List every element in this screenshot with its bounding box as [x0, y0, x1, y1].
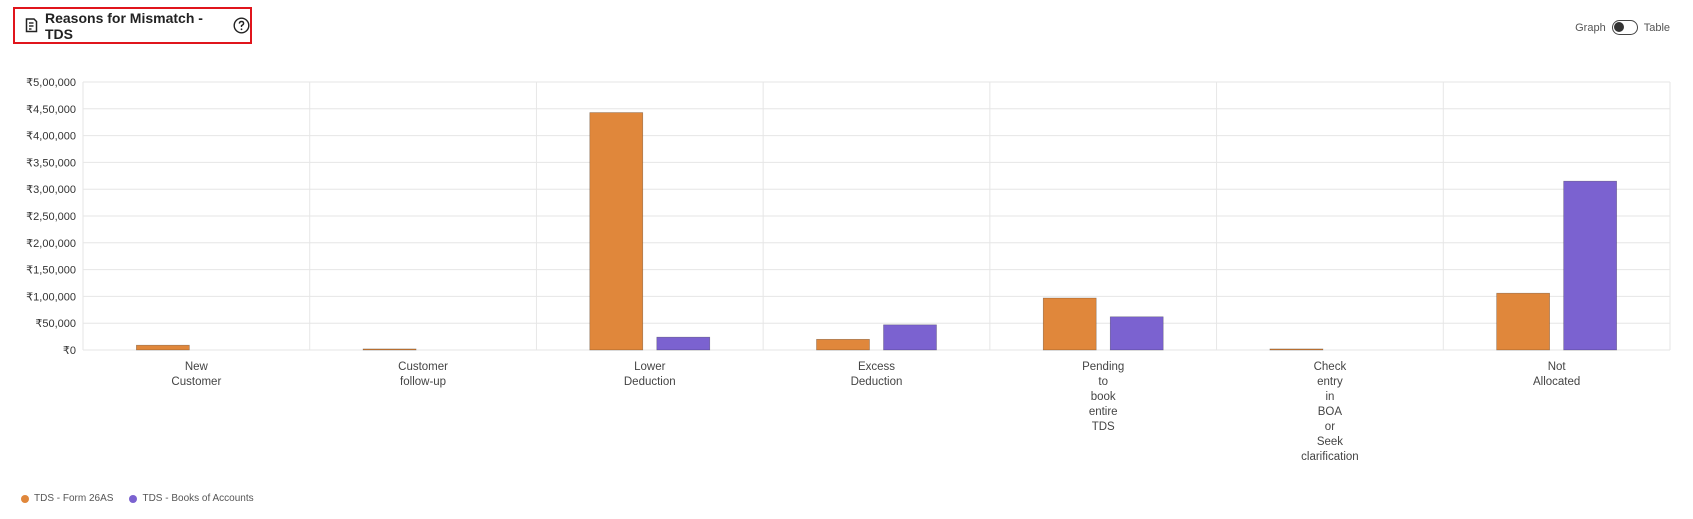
graph-label: Graph — [1575, 21, 1606, 34]
x-tick-label: Check entry in BOA or Seek clarification — [1301, 361, 1359, 463]
legend-item-form-26as[interactable]: TDS - Form 26AS — [21, 493, 113, 504]
x-tick-label: Not Allocated — [1533, 361, 1580, 388]
bar-books-of-accounts[interactable] — [1109, 316, 1164, 351]
page-title: Reasons for Mismatch - TDS — [45, 9, 203, 42]
x-tick-label: Customer follow-up — [398, 361, 448, 388]
table-label: Table — [1643, 21, 1670, 34]
bar-chart: ₹0 ₹50,000 ₹1,00,000 ₹1,50,000 ₹2,00,000 ₹2,5… — [26, 77, 1671, 463]
y-tick-label: ₹4,00,000 — [26, 131, 76, 143]
y-tick-label: ₹3,50,000 — [26, 157, 76, 169]
x-tick-label: Lower Deduction — [624, 361, 676, 388]
graph-table-toggle[interactable] — [1611, 20, 1638, 35]
bar-form-26as[interactable] — [1269, 348, 1324, 351]
bar-form-26as[interactable] — [136, 344, 190, 351]
legend-item-books-of-accounts[interactable]: TDS - Books of Accounts — [129, 493, 254, 504]
chart-title-box: Reasons for Mismatch - TDS — [13, 7, 252, 44]
x-axis-labels: New Customer Customer follow-up Lower Deducti… — [171, 361, 1580, 463]
report-icon — [25, 18, 38, 33]
y-tick-label: ₹1,50,000 — [26, 265, 76, 277]
view-toggle-group: Graph Table — [1575, 20, 1670, 35]
chart-legend: TDS - Form 26AS TDS - Books of Accounts — [21, 493, 254, 504]
y-tick-label: ₹2,50,000 — [26, 211, 76, 223]
bar-form-26as[interactable] — [362, 348, 417, 351]
bar-form-26as[interactable] — [1042, 297, 1097, 351]
y-axis-ticks: ₹0 ₹50,000 ₹1,00,000 ₹1,50,000 ₹2,00,000 ₹2,5… — [26, 77, 76, 357]
toggle-knob — [1613, 22, 1624, 32]
chart-bars — [136, 112, 1617, 351]
bar-books-of-accounts[interactable] — [883, 324, 937, 351]
x-tick-label: Pending to book entire TDS — [1082, 361, 1124, 433]
x-tick-label: New Customer — [171, 361, 221, 388]
help-icon[interactable] — [233, 17, 250, 34]
legend-dot — [129, 494, 138, 503]
y-tick-label: ₹3,00,000 — [26, 184, 76, 196]
y-tick-label: ₹4,50,000 — [26, 104, 76, 116]
legend-label: TDS - Books of Accounts — [142, 493, 254, 504]
legend-dot — [21, 494, 29, 503]
bar-form-26as[interactable] — [816, 338, 870, 351]
legend-label: TDS - Form 26AS — [34, 493, 114, 504]
x-tick-label: Excess Deduction — [851, 361, 903, 388]
bar-books-of-accounts[interactable] — [1563, 180, 1617, 351]
y-tick-label: ₹0 — [63, 345, 76, 357]
chart-grid — [82, 81, 1671, 351]
bar-form-26as[interactable] — [589, 112, 644, 351]
y-tick-label: ₹50,000 — [35, 318, 76, 330]
bar-form-26as[interactable] — [1496, 292, 1550, 351]
y-tick-label: ₹5,00,000 — [26, 77, 76, 89]
y-tick-label: ₹1,00,000 — [26, 291, 76, 303]
bar-books-of-accounts[interactable] — [656, 336, 711, 351]
y-tick-label: ₹2,00,000 — [26, 238, 76, 250]
